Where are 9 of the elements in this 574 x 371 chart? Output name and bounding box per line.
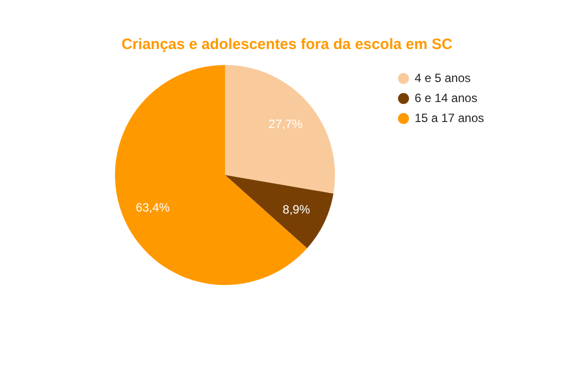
pie-slice	[225, 175, 334, 248]
pie-slice	[225, 65, 335, 194]
data-label: 8,9%	[282, 202, 310, 216]
data-label: 27,7%	[268, 116, 303, 131]
chart-title: Crianças e adolescentes fora da escola em SC	[120, 36, 454, 53]
legend-label: 4 e 5 anos	[414, 70, 471, 87]
data-label: 63,4%	[136, 200, 170, 214]
legend-label: 15 a 17 anos	[414, 110, 484, 127]
legend-label: 6 e 14 anos	[414, 90, 478, 107]
